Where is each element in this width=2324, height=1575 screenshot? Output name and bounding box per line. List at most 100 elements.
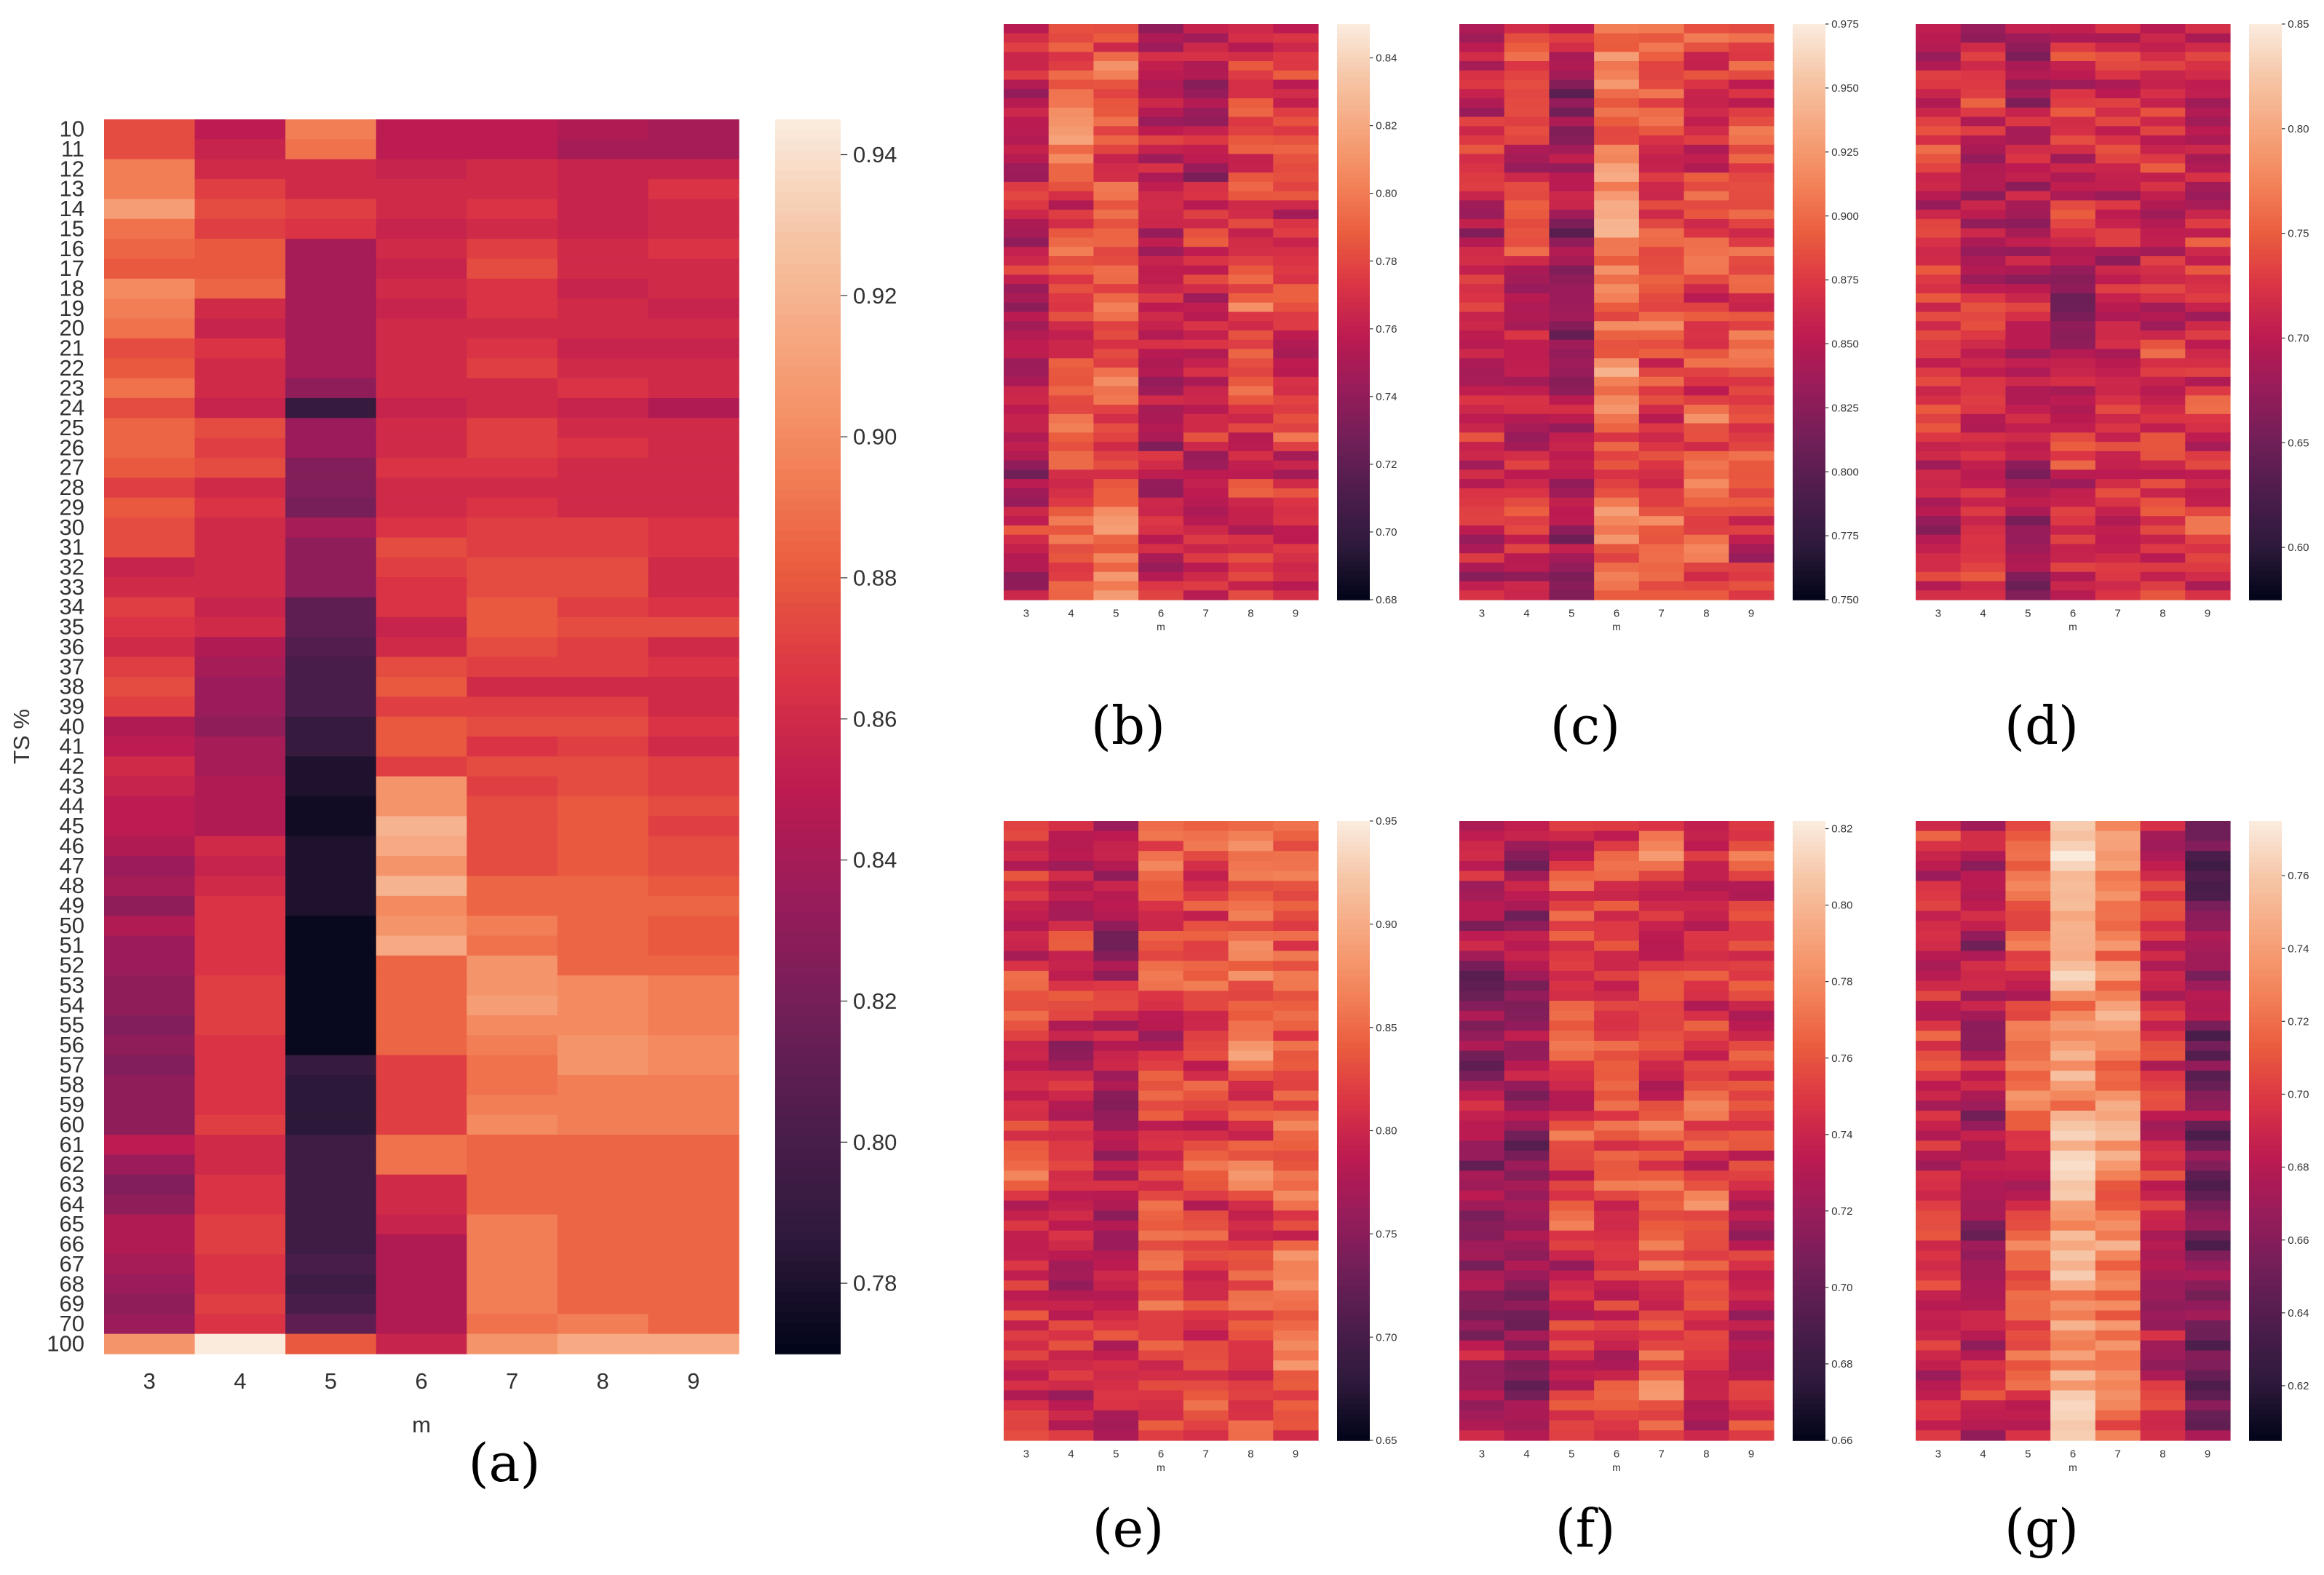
colorbar-segment	[1793, 857, 1825, 863]
heatmap-cell	[1729, 1031, 1774, 1042]
heatmap-cell	[1960, 1150, 2007, 1162]
heatmap-cell	[1093, 79, 1139, 90]
heatmap-cell	[2005, 860, 2051, 872]
heatmap-cell	[1459, 1120, 1505, 1132]
colorbar-segment	[2249, 388, 2282, 394]
heatmap-cell	[648, 597, 739, 618]
colorbar-segment	[1337, 230, 1370, 236]
heatmap-cell	[2050, 460, 2096, 470]
heatmap-cell	[2095, 1370, 2141, 1381]
heatmap-cell	[194, 119, 286, 140]
y-tick-label: 19	[60, 295, 84, 321]
heatmap-cell	[1638, 1410, 1685, 1421]
colorbar-segment	[1793, 571, 1825, 576]
heatmap-cell	[1228, 821, 1274, 832]
heatmap-cell	[1093, 126, 1139, 136]
heatmap-cell	[1549, 107, 1595, 118]
colorbar-segment	[1337, 143, 1370, 150]
heatmap-cell	[2140, 891, 2186, 902]
colorbar-segment	[1793, 528, 1825, 533]
heatmap-cell	[1638, 98, 1685, 108]
heatmap-cell	[1004, 930, 1050, 942]
heatmap-cell	[1729, 488, 1774, 499]
colorbar-segment	[1793, 82, 1825, 87]
colorbar-segment	[775, 1106, 841, 1118]
colorbar-segment	[2249, 1223, 2282, 1230]
heatmap-cell	[1183, 107, 1229, 118]
heatmap-cell	[1638, 1010, 1685, 1022]
heatmap-cell	[1594, 581, 1640, 591]
heatmap-cell	[1683, 255, 1729, 266]
heatmap-cell	[1093, 154, 1139, 164]
heatmap-cell	[1594, 991, 1640, 1001]
heatmap-cell	[467, 616, 558, 638]
heatmap-cell	[1048, 497, 1095, 508]
colorbar-segment	[1337, 1326, 1370, 1333]
heatmap-cell	[2095, 1230, 2141, 1242]
heatmap-cell	[1004, 961, 1050, 972]
heatmap-cell	[1093, 980, 1139, 991]
heatmap-cell	[104, 437, 196, 459]
heatmap-cell	[1273, 507, 1319, 517]
heatmap-cell	[2005, 376, 2051, 387]
heatmap-cell	[467, 358, 558, 379]
heatmap-cell	[1638, 1170, 1685, 1181]
heatmap-cell	[376, 856, 467, 877]
colorbar-segment	[775, 202, 841, 213]
colorbar-segment	[1337, 106, 1370, 111]
heatmap-cell	[1183, 581, 1229, 591]
heatmap-cell	[648, 895, 739, 916]
heatmap-cell	[1729, 1280, 1774, 1291]
heatmap-cell	[1228, 172, 1274, 183]
colorbar-segment	[1337, 831, 1370, 838]
heatmap-cell	[194, 358, 286, 379]
colorbar-segment	[1793, 1110, 1825, 1116]
heatmap-cell	[1093, 1001, 1139, 1012]
heatmap-cell	[1729, 312, 1774, 322]
heatmap-cell	[1594, 368, 1640, 378]
heatmap-cell	[2050, 1020, 2096, 1031]
y-tick-label: 66	[60, 1231, 84, 1257]
heatmap-cell	[1183, 154, 1229, 164]
heatmap-cell	[1960, 991, 2007, 1001]
heatmap-cell	[2050, 135, 2096, 146]
heatmap-cell	[1228, 1420, 1274, 1431]
colorbar-segment	[1337, 177, 1370, 183]
colorbar-segment	[1337, 1239, 1370, 1245]
heatmap-cell	[1273, 940, 1319, 952]
colorbar-segment	[1793, 106, 1825, 111]
heatmap-cell	[1048, 61, 1095, 71]
x-tick-label: 6	[415, 1368, 427, 1394]
heatmap-cell	[1459, 423, 1505, 433]
heatmap-cell	[557, 716, 649, 737]
colorbar-segment	[2249, 1332, 2282, 1338]
heatmap-cell	[1138, 951, 1184, 961]
heatmap-cell	[2095, 1170, 2141, 1181]
heatmap-cell	[1683, 79, 1729, 90]
heatmap-cell	[2185, 228, 2231, 239]
heatmap-cell	[1594, 961, 1640, 972]
heatmap-cell	[104, 497, 196, 518]
colorbar-segment	[1337, 1342, 1370, 1349]
heatmap-cell	[1638, 255, 1685, 266]
heatmap-cell	[1638, 1221, 1685, 1231]
heatmap-cell	[557, 517, 649, 539]
heatmap-cell	[1138, 1380, 1184, 1391]
heatmap-cell	[1960, 376, 2007, 387]
heatmap-cell	[194, 199, 286, 220]
heatmap-cell	[2050, 991, 2096, 1001]
heatmap-cell	[648, 239, 739, 260]
heatmap-cell	[1228, 33, 1274, 44]
heatmap-cell	[2095, 321, 2141, 331]
heatmap-cell	[1683, 1280, 1729, 1291]
colorbar-segment	[2249, 230, 2282, 236]
heatmap-cell	[2095, 172, 2141, 183]
heatmap-cell	[1504, 1001, 1550, 1012]
heatmap-cell	[1273, 488, 1319, 499]
heatmap-cell	[2005, 1031, 2051, 1042]
heatmap-cell	[467, 1274, 558, 1295]
heatmap-cell	[2095, 1360, 2141, 1371]
heatmap-cell	[1594, 1330, 1640, 1341]
heatmap-cell	[2005, 497, 2051, 508]
colorbar-segment	[1793, 1182, 1825, 1189]
